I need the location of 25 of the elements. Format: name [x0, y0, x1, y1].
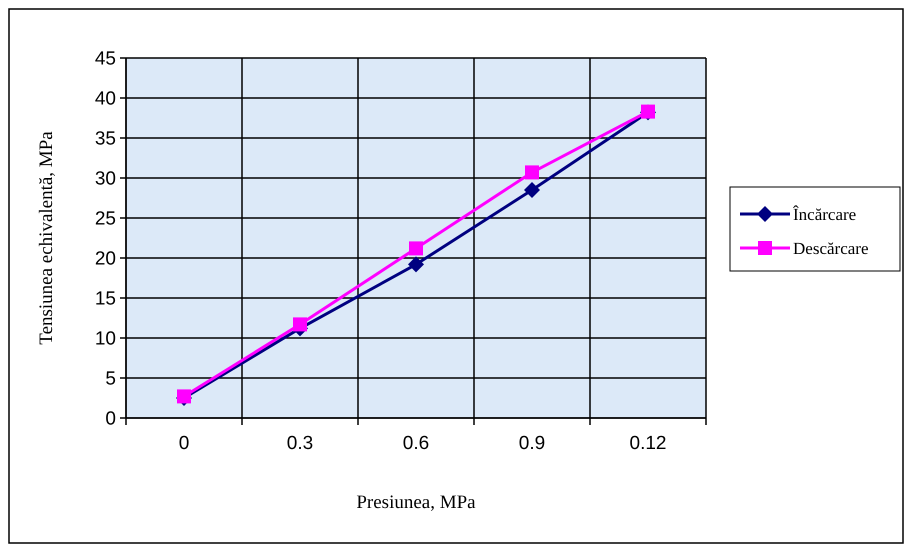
x-tick-label: 0.12 [630, 433, 666, 454]
y-axis-title: Tensiunea echivalentă, MPa [36, 130, 57, 345]
legend-label: Descărcare [793, 238, 868, 258]
legend-label: Încărcare [793, 204, 856, 224]
point [177, 389, 191, 404]
y-tick-label: 45 [94, 48, 116, 70]
y-tick-label: 30 [94, 168, 116, 190]
point [525, 165, 539, 180]
x-tick-label: 0.9 [518, 433, 546, 454]
y-tick-label: 5 [105, 368, 116, 390]
y-tick-label: 35 [94, 128, 116, 150]
x-tick-label: 0.6 [402, 433, 430, 454]
x-tick-label: 0.3 [286, 433, 314, 454]
point [293, 317, 307, 332]
point [524, 182, 540, 198]
y-tick-label: 20 [94, 248, 116, 270]
point [408, 256, 424, 272]
y-tick-label: 0 [105, 408, 116, 430]
point [409, 241, 423, 256]
y-tick-label: 25 [94, 208, 116, 230]
y-tick-label: 10 [94, 328, 116, 350]
y-tick-label: 15 [94, 288, 116, 310]
x-axis-title: Presiunea, MPa [356, 492, 476, 513]
y-tick-label: 40 [94, 88, 116, 110]
x-tick-label: 0 [178, 433, 190, 454]
